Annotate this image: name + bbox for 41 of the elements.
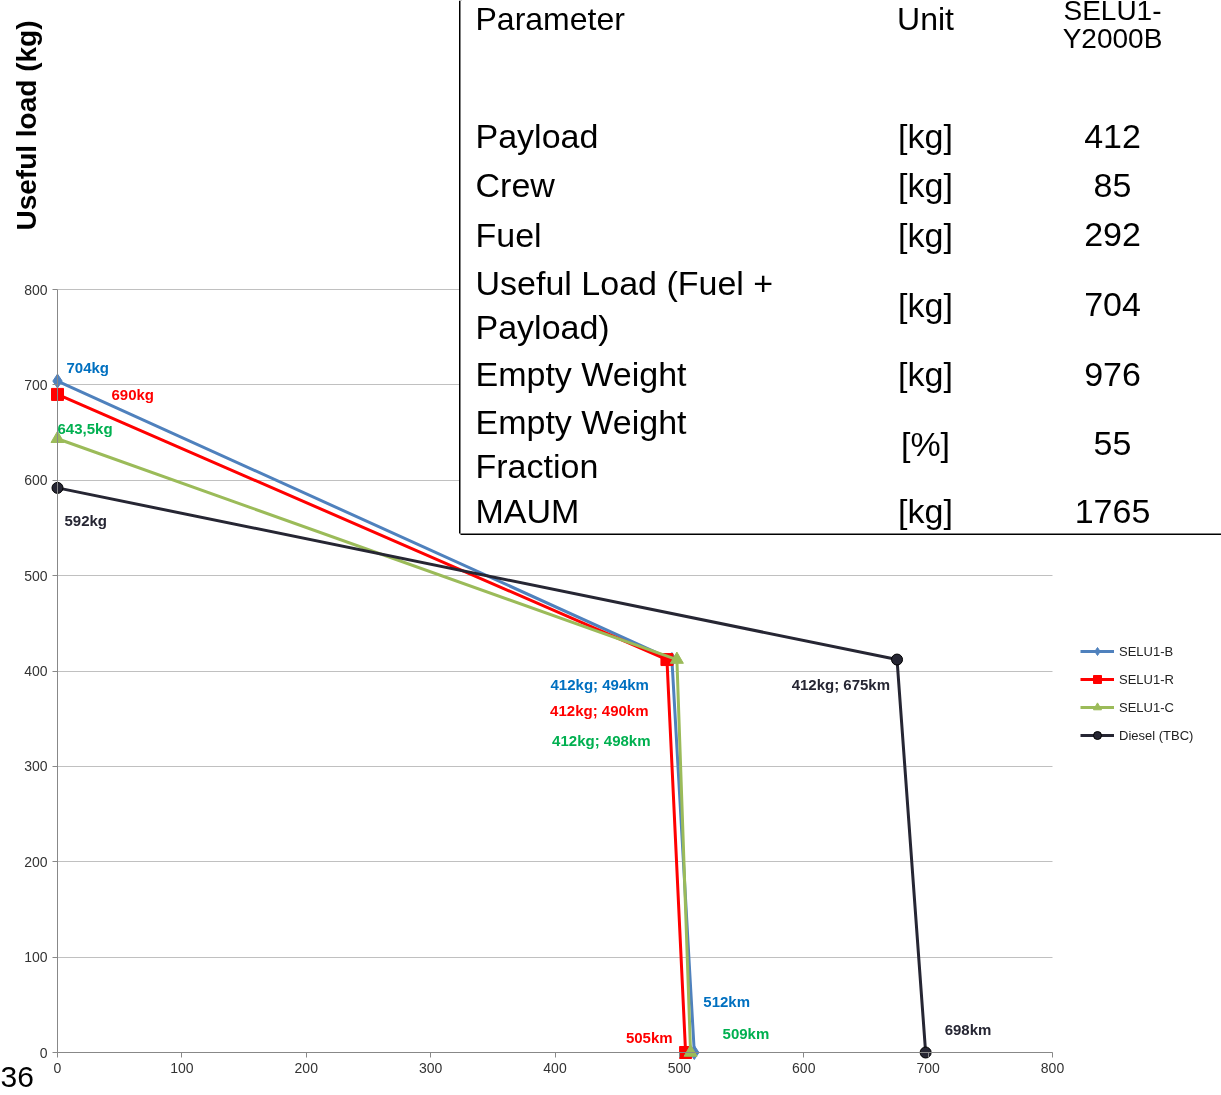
legend-label: SELU1-C xyxy=(1119,699,1174,715)
y-tick-label: 300 xyxy=(24,758,48,775)
y-tick-label: 200 xyxy=(24,853,48,870)
point xyxy=(51,481,64,494)
text: 36 xyxy=(0,1059,34,1093)
annotation: 512km xyxy=(703,993,751,1010)
point xyxy=(669,651,684,664)
y-tick-label: 700 xyxy=(24,376,48,393)
legend-label: SELU1-B xyxy=(1119,643,1174,659)
annotation: 690kg xyxy=(111,386,155,403)
annotation: 412kg; 675km xyxy=(791,676,891,694)
y-tick-label: 0 xyxy=(39,1044,48,1061)
x-tick-label: 500 xyxy=(667,1059,692,1076)
y-tick-label: 100 xyxy=(24,949,48,966)
annotation: 505km xyxy=(625,1029,673,1046)
legend-label: Diesel (TBC) xyxy=(1119,727,1194,743)
legend-label: SELU1-R xyxy=(1119,671,1174,687)
point xyxy=(683,1044,698,1057)
annotation: 412kg; 498km xyxy=(552,732,651,749)
annotation: 592kg xyxy=(64,512,108,530)
x-tick-label: 200 xyxy=(294,1059,319,1076)
x-tick-label: 400 xyxy=(543,1059,567,1076)
y-tick-label: 500 xyxy=(24,567,48,584)
y-tick-label: 600 xyxy=(24,472,48,489)
y-tick-label: 400 xyxy=(24,663,48,679)
y-tick-label: 800 xyxy=(24,281,48,298)
x-tick-label: 800 xyxy=(1040,1059,1065,1076)
annotation: 412kg; 490km xyxy=(550,702,649,719)
annotation: 643,5kg xyxy=(57,420,113,438)
annotation: 412kg; 494km xyxy=(550,676,649,694)
x-tick-label: 600 xyxy=(792,1059,816,1076)
annotation: 704kg xyxy=(66,358,110,376)
annotation: 698km xyxy=(944,1021,992,1038)
x-tick-label: 100 xyxy=(170,1059,194,1076)
x-tick-label: 300 xyxy=(418,1059,443,1076)
point xyxy=(891,653,904,666)
point xyxy=(51,387,64,401)
x-tick-label: 0 xyxy=(53,1059,62,1076)
annotation: 509km xyxy=(722,1025,770,1042)
y-axis-title: Useful load (kg) xyxy=(11,20,42,231)
x-tick-label: 700 xyxy=(916,1059,941,1076)
